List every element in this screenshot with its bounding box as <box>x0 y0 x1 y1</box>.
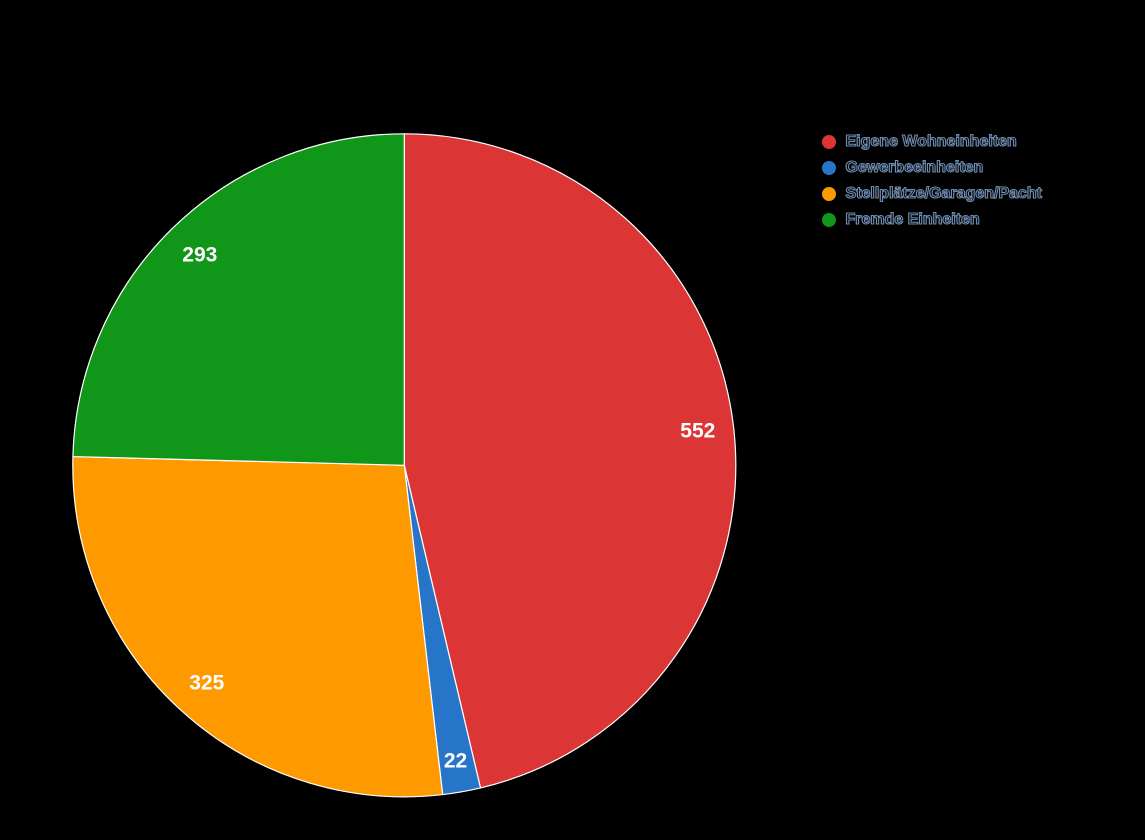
svg-text:552: 552 <box>680 420 715 443</box>
svg-text:293: 293 <box>182 244 217 267</box>
svg-text:22: 22 <box>444 749 467 772</box>
svg-text:325: 325 <box>189 671 224 694</box>
